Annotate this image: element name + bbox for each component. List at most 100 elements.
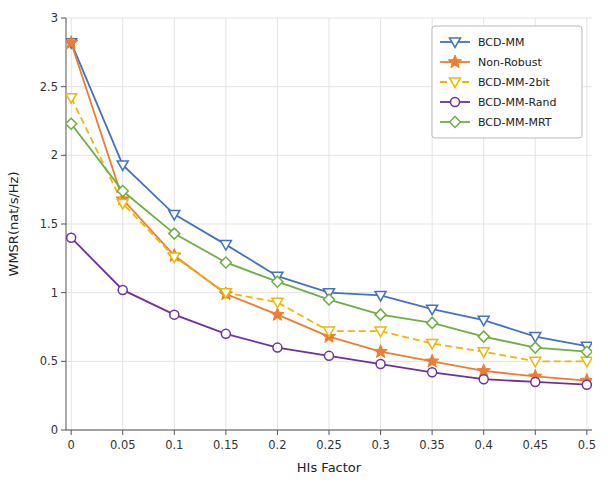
y-tick xyxy=(61,86,66,87)
series xyxy=(66,36,592,387)
x-tick xyxy=(380,430,381,435)
legend: BCD-MM Non-Robust BCD-MM-2bit BCD-MM-Rand BC… xyxy=(432,26,582,138)
y-tick-label: 2.5 xyxy=(40,80,58,94)
legend-marker xyxy=(450,117,461,128)
point xyxy=(221,329,230,338)
series xyxy=(66,39,592,352)
point xyxy=(427,339,438,349)
series xyxy=(67,233,592,389)
x-tick xyxy=(535,430,536,435)
point xyxy=(376,360,385,369)
point xyxy=(324,294,335,305)
series-line xyxy=(71,238,587,385)
point xyxy=(478,348,489,358)
x-tick xyxy=(122,430,123,435)
legend-label: BCD-MM-Rand xyxy=(478,96,557,109)
point xyxy=(530,333,541,343)
point xyxy=(375,291,386,301)
series xyxy=(66,118,592,357)
x-tick xyxy=(277,430,278,435)
y-tick xyxy=(61,18,66,19)
point xyxy=(169,253,180,262)
point xyxy=(375,309,386,320)
point xyxy=(66,36,78,49)
legend-label: BCD-MM-MRT xyxy=(478,116,552,129)
x-tick-label: 0.2 xyxy=(268,438,286,452)
x-tick-label: 0.05 xyxy=(110,438,136,452)
x-tick-label: 0.45 xyxy=(522,438,548,452)
point xyxy=(169,228,180,239)
point xyxy=(582,380,591,389)
point xyxy=(530,342,541,353)
chart: 00.050.10.150.20.250.30.350.40.450.500.5… xyxy=(0,0,608,484)
x-tick-label: 0.1 xyxy=(165,438,183,452)
y-tick xyxy=(61,224,66,225)
point xyxy=(427,305,438,315)
point xyxy=(478,316,489,326)
y-tick-label: 3 xyxy=(51,11,58,25)
y-axis-label: WMSR(nat/s/Hz) xyxy=(6,172,21,277)
point xyxy=(117,199,128,209)
point xyxy=(479,375,488,384)
legend-label: BCD-MM xyxy=(478,36,524,49)
point xyxy=(169,210,180,220)
y-tick xyxy=(61,430,66,431)
point xyxy=(374,345,387,358)
x-tick xyxy=(586,430,587,435)
point xyxy=(117,161,128,171)
point xyxy=(67,233,76,242)
x-tick xyxy=(432,430,433,435)
y-tick xyxy=(61,292,66,293)
point xyxy=(478,331,489,342)
point xyxy=(581,346,592,357)
x-tick-label: 0.3 xyxy=(371,438,389,452)
x-tick-label: 0.25 xyxy=(316,438,342,452)
point xyxy=(375,327,386,337)
point xyxy=(118,285,127,294)
point xyxy=(220,289,231,299)
x-tick xyxy=(71,430,72,435)
point xyxy=(581,357,592,367)
x-tick xyxy=(225,430,226,435)
y-tick-label: 1.5 xyxy=(40,217,58,231)
point xyxy=(273,343,282,352)
axes: 00.050.10.150.20.250.30.350.40.450.500.5… xyxy=(40,11,596,452)
point xyxy=(428,368,437,377)
point xyxy=(425,354,438,367)
x-tick xyxy=(174,430,175,435)
grid-line-y xyxy=(66,18,592,19)
y-tick xyxy=(61,361,66,362)
series-line xyxy=(71,43,587,347)
grid xyxy=(66,18,592,430)
plot-area xyxy=(66,36,592,389)
x-tick-label: 0.5 xyxy=(578,438,596,452)
x-tick-label: 0.15 xyxy=(213,438,239,452)
point xyxy=(220,241,231,251)
legend-box xyxy=(432,26,582,138)
point xyxy=(427,317,438,328)
point xyxy=(325,351,334,360)
point xyxy=(66,118,77,129)
x-tick-label: 0.4 xyxy=(475,438,493,452)
point xyxy=(272,276,283,287)
legend-marker xyxy=(448,55,461,68)
point xyxy=(170,310,179,319)
y-tick-label: 2 xyxy=(51,148,58,162)
x-tick-label: 0 xyxy=(67,438,74,452)
legend-marker xyxy=(450,78,461,88)
y-tick xyxy=(61,155,66,156)
point xyxy=(272,298,283,308)
background xyxy=(0,0,608,484)
x-tick-label: 0.35 xyxy=(419,438,445,452)
y-tick-label: 1 xyxy=(51,286,58,300)
x-tick xyxy=(483,430,484,435)
x-axis-label: HIs Factor xyxy=(297,460,362,475)
point xyxy=(324,327,335,337)
y-tick-label: 0.5 xyxy=(40,354,58,368)
legend-label: Non-Robust xyxy=(478,56,542,69)
legend-label: BCD-MM-2bit xyxy=(478,76,550,89)
point xyxy=(117,186,128,197)
point xyxy=(271,308,284,321)
point xyxy=(531,377,540,386)
point xyxy=(66,94,77,104)
